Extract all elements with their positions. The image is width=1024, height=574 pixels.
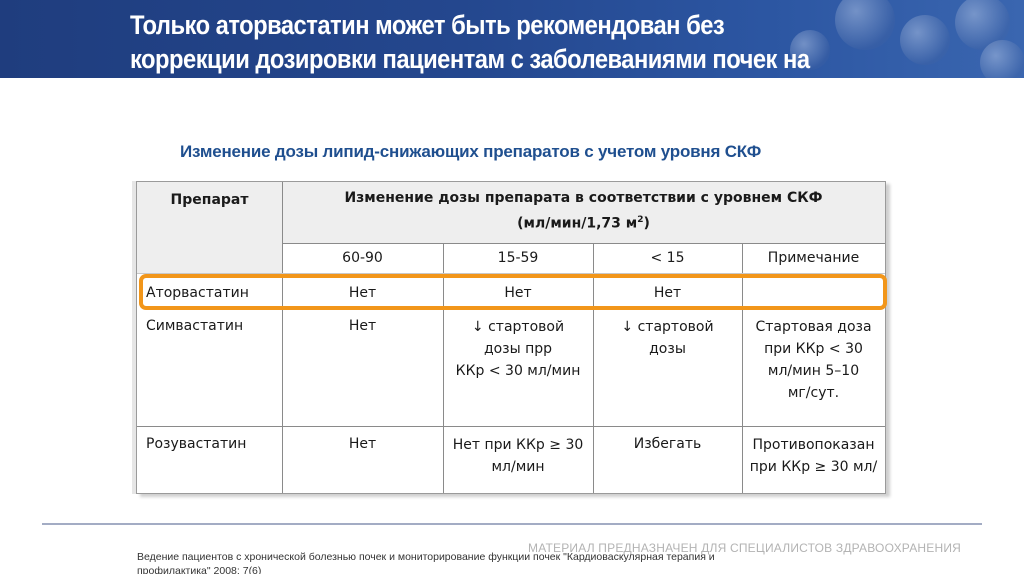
header-group-close: ) <box>643 215 650 232</box>
row-divider <box>137 273 885 274</box>
footer-reference: Ведение пациентов с хронической болезнью… <box>137 550 817 574</box>
row-atorvastatin-drug: Аторвастатин <box>146 285 249 301</box>
cell-line: мл/мин 5–10 <box>767 363 860 379</box>
row-simvastatin-drug: Симвастатин <box>146 318 244 334</box>
cell-line: дозы прр <box>483 341 553 357</box>
row-divider <box>282 243 885 244</box>
row-rosuvastatin-15-59: Нет при ККр ≥ 30 мл/мин <box>443 434 593 478</box>
subheader-note: Примечание <box>767 250 860 266</box>
row-atorvastatin-60-90: Нет <box>348 285 377 301</box>
header-group-line-2: (мл/мин/1,73 м2) <box>282 210 885 234</box>
cell-line: Нет при ККр ≥ 30 <box>452 437 584 453</box>
table-header-bg <box>137 182 885 243</box>
row-simvastatin-note: Стартовая доза при ККр < 30 мл/мин 5–10 … <box>742 316 885 404</box>
header-group: Изменение дозы препарата в соответствии … <box>282 188 885 234</box>
atorvastatin-highlight-box <box>139 274 887 310</box>
subheader-lt-15: < 15 <box>650 250 685 266</box>
subheader-15-59: 15-59 <box>497 250 539 266</box>
cell-line: ККр < 30 мл/мин <box>455 363 581 379</box>
slide-title: Только аторвастатин может быть рекомендо… <box>130 8 834 76</box>
row-simvastatin-60-90: Нет <box>348 318 377 334</box>
cell-line: Стартовая доза <box>755 319 872 335</box>
col-divider <box>742 243 743 493</box>
header-band: Только аторвастатин может быть рекомендо… <box>0 0 1024 78</box>
row-simvastatin-15-59: ↓ стартовой дозы прр ККр < 30 мл/мин <box>443 316 593 382</box>
footer-reference-line-1: Ведение пациентов с хронической болезнью… <box>137 551 715 563</box>
row-rosuvastatin-60-90: Нет <box>348 436 377 452</box>
header-drug: Препарат <box>170 192 249 208</box>
subheader-60-90: 60-90 <box>342 250 383 266</box>
cell-line: мл/мин <box>491 459 545 475</box>
cell-line: дозы <box>649 341 686 357</box>
cell-line: мг/сут. <box>787 385 840 401</box>
footer-divider <box>42 523 982 525</box>
row-rosuvastatin-drug: Розувастатин <box>146 436 247 452</box>
cell-line: ↓ стартовой <box>471 319 565 335</box>
molecule-decoration <box>835 0 895 50</box>
footer-reference-line-2: профилактика" 2008; 7(6) <box>137 565 262 574</box>
row-atorvastatin-lt-15: Нет <box>653 285 682 301</box>
dose-adjustment-table: Препарат Изменение дозы препарата в соот… <box>136 181 886 494</box>
table-caption: Изменение дозы липид-снижающих препарато… <box>180 142 762 161</box>
row-atorvastatin-15-59: Нет <box>504 285 532 301</box>
row-divider <box>137 426 885 427</box>
molecule-decoration <box>980 40 1024 78</box>
table-header-bg-drug <box>137 243 282 273</box>
slide-title-line-2: коррекции дозировки пациентам с заболева… <box>130 44 810 74</box>
cell-line: ↓ стартовой <box>621 319 714 335</box>
row-rosuvastatin-lt-15: Избегать <box>633 436 702 452</box>
header-group-unit: (мл/мин/1,73 м <box>517 215 638 232</box>
col-divider <box>443 243 444 493</box>
cell-line: при ККр < 30 <box>764 341 863 357</box>
col-divider <box>282 182 283 493</box>
slide-title-line-1: Только аторвастатин может быть рекомендо… <box>130 10 725 40</box>
col-divider <box>593 243 594 493</box>
header-group-sup: 2 <box>637 215 644 225</box>
cell-line: Противопоказан <box>752 437 875 453</box>
row-rosuvastatin-note: Противопоказан при ККр ≥ 30 мл/ <box>742 434 885 478</box>
molecule-decoration <box>900 15 950 65</box>
footer-watermark: МАТЕРИАЛ ПРЕДНАЗНАЧЕН ДЛЯ СПЕЦИАЛИСТОВ З… <box>528 541 962 555</box>
row-simvastatin-lt-15: ↓ стартовой дозы <box>593 316 742 360</box>
cell-line: при ККр ≥ 30 мл/ <box>749 459 878 475</box>
header-group-line-1: Изменение дозы препарата в соответствии … <box>344 190 823 206</box>
table-grid: Препарат Изменение дозы препарата в соот… <box>137 182 885 493</box>
molecule-decoration <box>790 30 830 70</box>
